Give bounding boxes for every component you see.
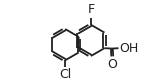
Text: Cl: Cl xyxy=(59,68,71,81)
Text: OH: OH xyxy=(120,42,139,55)
Text: F: F xyxy=(87,3,94,16)
Text: O: O xyxy=(107,58,117,71)
